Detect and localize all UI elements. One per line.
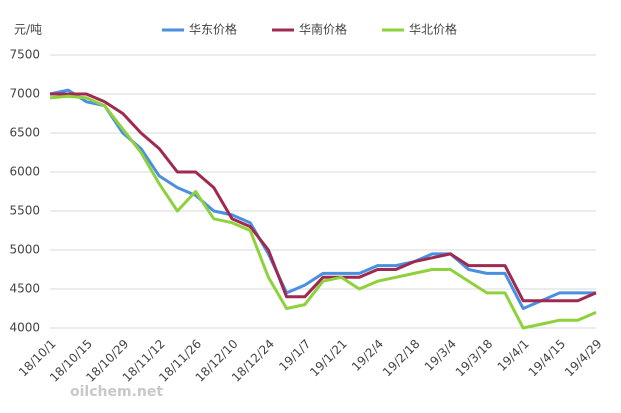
y-tick-label: 4000 — [9, 321, 40, 335]
x-tick-label: 19/1/21 — [307, 337, 350, 380]
x-tick-label: 19/3/18 — [453, 337, 496, 380]
y-tick-label: 4500 — [9, 282, 40, 296]
y-tick-label: 7500 — [9, 48, 40, 62]
legend-label: 华南价格 — [299, 22, 347, 37]
watermark: oilchem.net — [70, 384, 163, 400]
y-tick-label: 6000 — [9, 165, 40, 179]
series-line — [49, 88, 596, 310]
y-axis-label: 元/吨 — [14, 23, 42, 37]
y-tick-label: 7000 — [9, 87, 40, 101]
series-line — [50, 92, 597, 303]
legend-label: 华北价格 — [409, 22, 457, 37]
x-tick-label: 19/4/29 — [562, 337, 605, 380]
legend-label: 华东价格 — [189, 22, 237, 37]
x-tick-label: 19/2/18 — [380, 337, 423, 380]
x-tick-label: 19/4/15 — [526, 337, 569, 380]
y-tick-label: 6500 — [9, 126, 40, 140]
y-tick-label: 5000 — [9, 243, 40, 257]
series-line — [49, 94, 597, 330]
y-tick-label: 5500 — [9, 204, 40, 218]
